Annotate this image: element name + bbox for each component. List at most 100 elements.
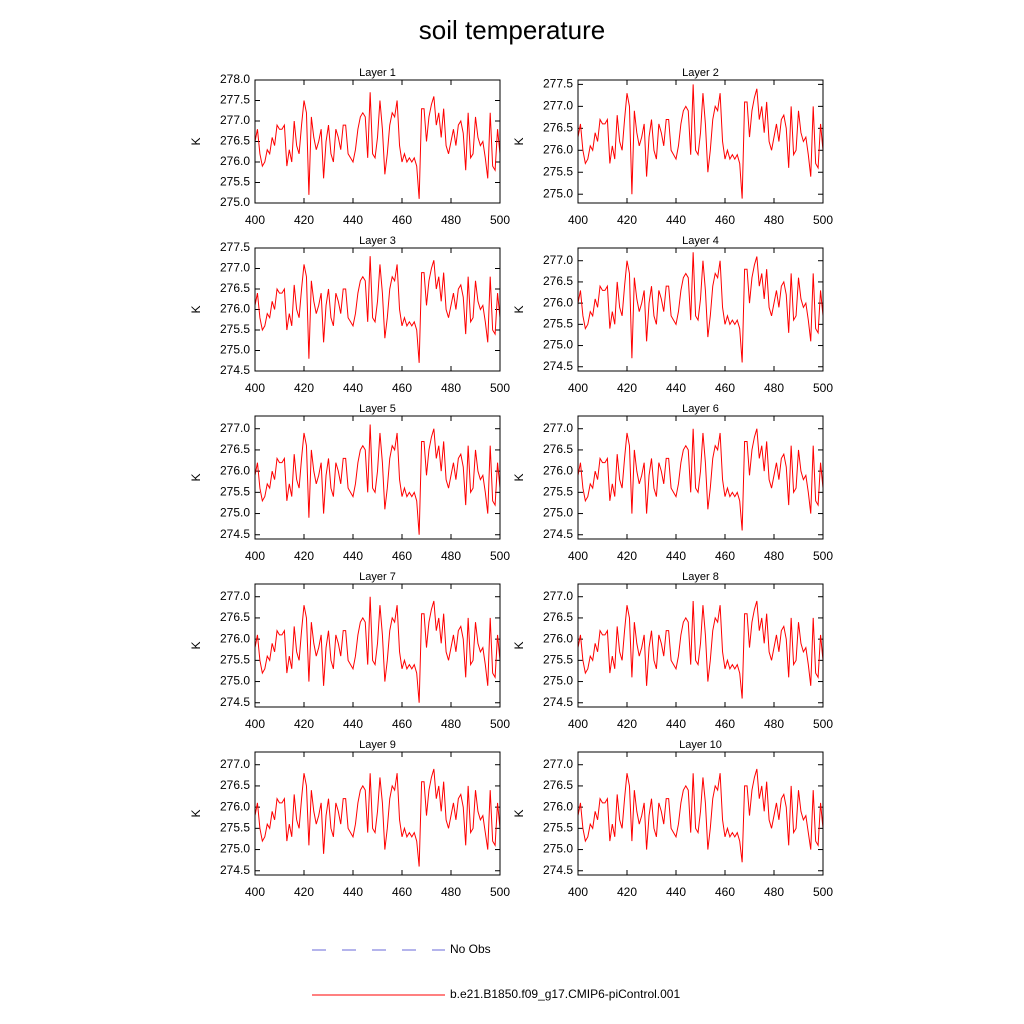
- series-line: [254, 424, 501, 535]
- y-tick-label: 275.0: [220, 506, 250, 520]
- x-tick-label: 480: [764, 213, 784, 227]
- y-tick-label: 275.0: [543, 338, 573, 352]
- plot-frame: [577, 79, 824, 204]
- plot-frame: [254, 247, 501, 372]
- x-tick-label: 400: [568, 381, 588, 395]
- page-title: soil temperature: [419, 15, 605, 45]
- y-tick-label: 274.5: [543, 863, 573, 877]
- y-axis-label: K: [189, 641, 203, 649]
- series-line: [254, 256, 501, 363]
- y-axis-label: K: [189, 473, 203, 481]
- x-tick-label: 440: [666, 885, 686, 899]
- y-tick-label: 276.5: [220, 778, 250, 792]
- y-tick-label: 276.0: [543, 142, 573, 156]
- y-tick-label: 275.5: [220, 653, 250, 667]
- x-tick-label: 500: [490, 885, 510, 899]
- y-tick-label: 276.5: [543, 120, 573, 134]
- y-tick-label: 277.5: [220, 93, 250, 107]
- x-tick-label: 400: [568, 885, 588, 899]
- y-tick-label: 277.0: [543, 589, 573, 603]
- x-tick-label: 440: [666, 549, 686, 563]
- x-tick-label: 480: [764, 885, 784, 899]
- y-tick-label: 275.0: [220, 195, 250, 209]
- x-tick-label: 480: [441, 717, 461, 731]
- x-tick-label: 420: [294, 381, 314, 395]
- y-axis-label: K: [189, 305, 203, 313]
- panel-title: Layer 5: [359, 403, 396, 415]
- series-line: [577, 768, 824, 863]
- x-tick-label: 420: [617, 213, 637, 227]
- x-tick-label: 440: [343, 213, 363, 227]
- x-tick-label: 500: [813, 717, 833, 731]
- y-tick-label: 277.0: [543, 99, 573, 113]
- panel: Layer 1 K 275.0 275.5 276.0 276.5 277.0 277.5 27…: [189, 67, 510, 227]
- series-line: [577, 428, 824, 531]
- y-tick-label: 275.5: [220, 175, 250, 189]
- legend-label: b.e21.B1850.f09_g17.CMIP6-piControl.001: [450, 987, 680, 1001]
- x-tick-label: 500: [813, 381, 833, 395]
- y-axis-label: K: [512, 809, 526, 817]
- x-tick-label: 400: [568, 213, 588, 227]
- plot-frame: [254, 583, 501, 708]
- panel-title: Layer 4: [682, 235, 719, 247]
- panel: Layer 5 K 274.5 275.0 275.5 276.0 276.5 277.0 40…: [189, 403, 510, 563]
- x-tick-label: 440: [343, 717, 363, 731]
- x-tick-label: 440: [343, 381, 363, 395]
- y-tick-label: 275.0: [220, 343, 250, 357]
- x-tick-label: 400: [245, 213, 265, 227]
- x-tick-label: 480: [764, 717, 784, 731]
- plot-frame: [254, 415, 501, 540]
- y-axis-label: K: [512, 641, 526, 649]
- y-tick-label: 276.5: [543, 610, 573, 624]
- series-line: [577, 252, 824, 363]
- y-tick-label: 275.5: [543, 653, 573, 667]
- x-tick-label: 460: [715, 381, 735, 395]
- y-tick-label: 274.5: [220, 363, 250, 377]
- x-tick-label: 460: [715, 549, 735, 563]
- panel-title: Layer 2: [682, 67, 719, 79]
- plot-frame: [254, 751, 501, 876]
- x-tick-label: 500: [490, 381, 510, 395]
- y-tick-label: 277.5: [543, 77, 573, 91]
- x-tick-label: 460: [392, 885, 412, 899]
- y-tick-label: 276.0: [543, 799, 573, 813]
- panel: Layer 4 K 274.5 275.0 275.5 276.0 276.5 277.0 40…: [512, 235, 833, 395]
- x-tick-label: 500: [490, 213, 510, 227]
- y-tick-label: 276.0: [220, 631, 250, 645]
- y-tick-label: 274.5: [543, 359, 573, 373]
- y-tick-label: 276.5: [220, 134, 250, 148]
- y-tick-label: 275.0: [543, 674, 573, 688]
- y-tick-label: 276.0: [220, 302, 250, 316]
- plot-frame: [577, 415, 824, 540]
- x-tick-label: 420: [294, 717, 314, 731]
- x-tick-label: 400: [245, 549, 265, 563]
- panel-title: Layer 8: [682, 571, 719, 583]
- y-tick-label: 274.5: [543, 695, 573, 709]
- x-tick-label: 500: [490, 717, 510, 731]
- x-tick-label: 460: [715, 717, 735, 731]
- x-tick-label: 460: [392, 717, 412, 731]
- y-tick-label: 277.0: [543, 253, 573, 267]
- x-tick-label: 480: [764, 381, 784, 395]
- x-tick-label: 480: [441, 381, 461, 395]
- y-tick-label: 277.0: [543, 421, 573, 435]
- x-tick-label: 440: [666, 717, 686, 731]
- panel: Layer 7 K 274.5 275.0 275.5 276.0 276.5 277.0 40…: [189, 571, 510, 731]
- y-tick-label: 276.0: [543, 295, 573, 309]
- x-tick-label: 440: [343, 885, 363, 899]
- x-tick-label: 420: [617, 885, 637, 899]
- y-tick-label: 274.5: [220, 695, 250, 709]
- y-tick-label: 276.5: [543, 778, 573, 792]
- y-tick-label: 276.0: [220, 154, 250, 168]
- y-tick-label: 276.0: [220, 463, 250, 477]
- x-tick-label: 480: [441, 549, 461, 563]
- plot-frame: [577, 751, 824, 876]
- y-axis-label: K: [512, 473, 526, 481]
- x-tick-label: 420: [294, 213, 314, 227]
- x-tick-label: 440: [343, 549, 363, 563]
- panel-title: Layer 7: [359, 571, 396, 583]
- series-line: [577, 600, 824, 699]
- y-tick-label: 275.5: [220, 322, 250, 336]
- y-tick-label: 277.0: [220, 757, 250, 771]
- panel: Layer 9 K 274.5 275.0 275.5 276.0 276.5 277.0 40…: [189, 739, 510, 899]
